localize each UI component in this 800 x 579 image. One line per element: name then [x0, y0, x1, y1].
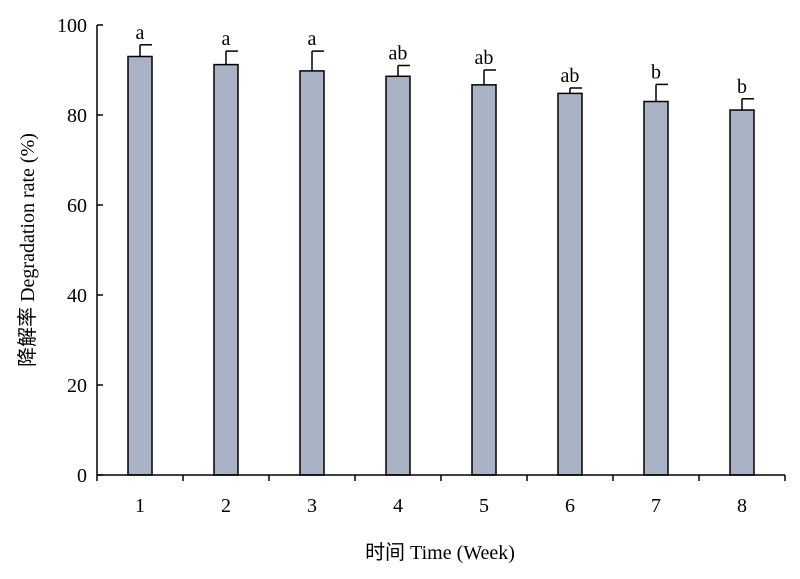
- significance-label-week-2: a: [222, 28, 231, 50]
- bars-layer: [127, 55, 755, 476]
- significance-label-week-7: b: [651, 61, 661, 83]
- y-axis-title: 降解率 Degradation rate (%): [16, 133, 39, 367]
- bar-week-1: [127, 55, 153, 476]
- bar-week-3: [299, 70, 325, 476]
- bar-week-8: [729, 109, 755, 476]
- bar-week-6: [557, 92, 583, 476]
- bar-week-2: [213, 63, 239, 476]
- significance-label-week-4: ab: [389, 43, 408, 65]
- y-tick-label-20: 20: [67, 375, 87, 397]
- y-tick-label-0: 0: [77, 465, 87, 487]
- x-tick-label-3: 3: [307, 495, 317, 517]
- significance-label-week-8: b: [737, 76, 747, 98]
- bar-week-4: [385, 75, 411, 476]
- x-tick-label-8: 8: [737, 495, 747, 517]
- x-tick-label-6: 6: [565, 495, 575, 517]
- y-tick-label-40: 40: [67, 285, 87, 307]
- y-tick-label-100: 100: [57, 15, 87, 37]
- x-tick-label-4: 4: [393, 495, 403, 517]
- error-bars-layer: [139, 44, 754, 111]
- y-tick-label-60: 60: [67, 195, 87, 217]
- significance-label-week-1: a: [136, 22, 145, 44]
- significance-label-week-3: a: [308, 28, 317, 50]
- significance-label-week-6: ab: [561, 65, 580, 87]
- x-axis-title: 时间 Time (Week): [365, 541, 515, 564]
- x-tick-label-1: 1: [135, 495, 145, 517]
- significance-label-week-5: ab: [475, 47, 494, 69]
- y-tick-label-80: 80: [67, 105, 87, 127]
- bar-week-5: [471, 84, 497, 476]
- x-tick-label-5: 5: [479, 495, 489, 517]
- x-tick-label-2: 2: [221, 495, 231, 517]
- bar-week-7: [643, 100, 669, 476]
- x-tick-label-7: 7: [651, 495, 661, 517]
- significance-labels-layer: a a a ab ab ab b b: [136, 22, 747, 98]
